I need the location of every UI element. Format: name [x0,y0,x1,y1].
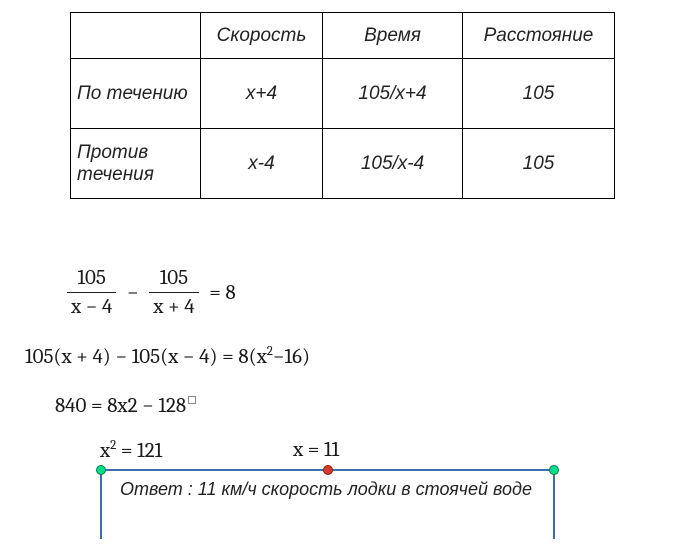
resize-handle-right[interactable] [549,465,559,475]
table: Скорость Время Расстояние По течению x+4… [70,12,615,199]
eq1-rhs: = 8 [203,281,241,305]
equation-line-4b: x = 11 [293,438,339,462]
equation-line-4a: x2 = 121 [100,438,162,463]
minus-sign: − [121,281,145,305]
fraction-2: 105 x + 4 [149,266,198,319]
cell-distance-1: 105 [463,129,615,199]
midpoint-handle[interactable] [323,465,333,475]
cell-time-1: 105/x-4 [323,129,463,199]
answer-text: Ответ : 11 км/ч скорость лодки в стоячей… [102,471,553,501]
row-label-upstream: Против течения [71,129,201,199]
cell-time-0: 105/x+4 [323,59,463,129]
line2-a: 105(x + 4) − 105(x − 4) = 8(x [25,345,267,369]
data-table: Скорость Время Расстояние По течению x+4… [70,12,615,199]
fraction-1: 105 x − 4 [67,266,116,319]
cell-speed-0: x+4 [201,59,323,129]
line4a-x: x [100,439,110,463]
header-speed: Скорость [201,13,323,59]
line2-tail: −16) [273,345,310,369]
frac2-den: x + 4 [149,292,198,319]
table-header-row: Скорость Время Расстояние [71,13,615,59]
cell-speed-1: x-4 [201,129,323,199]
header-distance: Расстояние [463,13,615,59]
header-time: Время [323,13,463,59]
answer-frame[interactable]: Ответ : 11 км/ч скорость лодки в стоячей… [100,469,555,539]
resize-handle-left[interactable] [96,465,106,475]
table-row: Против течения x-4 105/x-4 105 [71,129,615,199]
frac2-num: 105 [149,266,198,292]
header-empty [71,13,201,59]
table-row: По течению x+4 105/x+4 105 [71,59,615,129]
line3-text: 840 = 8x2 − 128 [55,394,186,418]
equation-line-1: 105 x − 4 − 105 x + 4 = 8 [67,266,242,319]
frac1-num: 105 [67,266,116,292]
superscript-box-icon [188,396,196,404]
line4a-rest: = 121 [116,439,162,463]
equation-line-2: 105(x + 4) − 105(x − 4) = 8(x2−16) [25,344,310,369]
frac1-den: x − 4 [67,292,116,319]
row-label-downstream: По течению [71,59,201,129]
equation-line-3: 840 = 8x2 − 128 [55,394,196,418]
cell-distance-0: 105 [463,59,615,129]
